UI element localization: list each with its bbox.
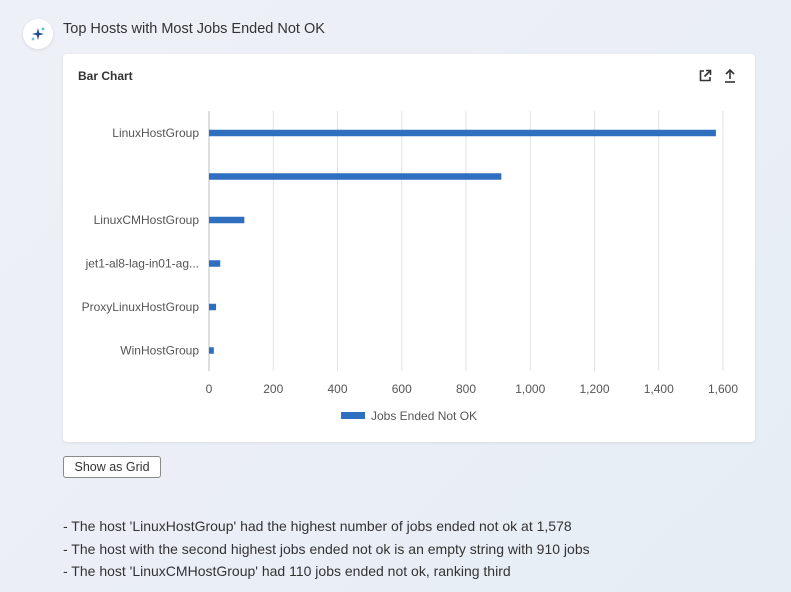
show-as-grid-button[interactable]: Show as Grid <box>63 456 161 478</box>
share-upload-icon[interactable] <box>721 67 739 85</box>
card-title: Bar Chart <box>78 69 133 83</box>
x-tick-label: 600 <box>392 382 412 396</box>
x-tick-label: 1,600 <box>708 382 738 396</box>
summary-line: - The host 'LinuxHostGroup' had the high… <box>63 518 572 534</box>
bar <box>209 303 217 311</box>
bar-chart: 0 200 400 600 800 1,000 1,200 1,400 1,600 LinuxHo… <box>82 111 738 423</box>
open-external-icon[interactable] <box>696 67 714 85</box>
x-tick-label: 400 <box>327 382 347 396</box>
y-category-label: LinuxHostGroup <box>112 126 199 140</box>
bar <box>209 216 245 224</box>
x-tick-label: 1,400 <box>644 382 674 396</box>
bar <box>209 173 502 180</box>
assistant-avatar <box>23 19 53 49</box>
y-category-label: jet1-al8-lag-in01-ag... <box>85 257 199 271</box>
bar <box>209 260 221 267</box>
y-category-label: ProxyLinuxHostGroup <box>82 300 200 314</box>
summary-text: - The host 'LinuxHostGroup' had the high… <box>63 515 590 583</box>
chart-card: Bar Chart 0 200 400 600 800 1,000 1,200 1,400 1,… <box>63 54 755 442</box>
summary-line: - The host 'LinuxCMHostGroup' had 110 jo… <box>63 563 511 579</box>
x-tick-label: 0 <box>206 382 213 396</box>
y-category-label: WinHostGroup <box>120 344 199 358</box>
bar <box>209 347 214 354</box>
x-tick-label: 800 <box>456 382 476 396</box>
legend-swatch <box>341 412 365 419</box>
sparkle-icon <box>31 27 45 41</box>
bar <box>209 129 716 137</box>
y-category-label: LinuxCMHostGroup <box>94 213 200 227</box>
x-tick-label: 1,200 <box>579 382 609 396</box>
x-tick-label: 1,000 <box>515 382 545 396</box>
page-title: Top Hosts with Most Jobs Ended Not OK <box>63 21 325 37</box>
legend-label: Jobs Ended Not OK <box>371 409 477 423</box>
x-tick-label: 200 <box>263 382 283 396</box>
summary-line: - The host with the second highest jobs … <box>63 540 590 557</box>
